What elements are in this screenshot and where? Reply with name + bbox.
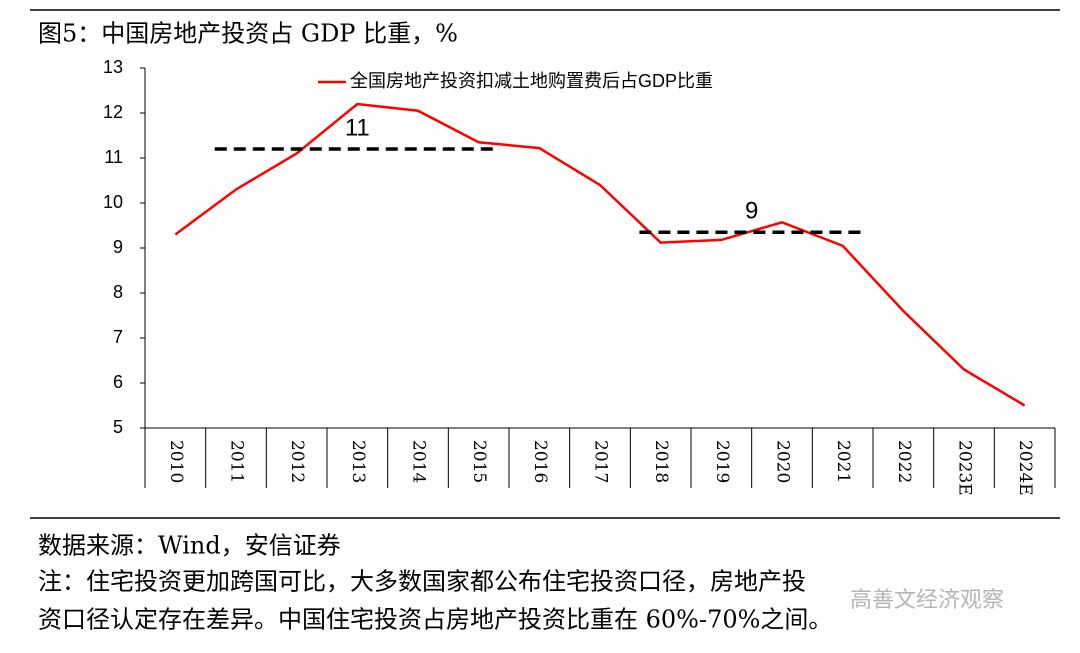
x-tick-label: 2014 — [409, 440, 429, 483]
x-tick-label: 2016 — [530, 440, 550, 483]
chart-title: 图5：中国房地产投资占 GDP 比重，% — [38, 20, 458, 48]
x-tick-label: 2012 — [287, 440, 307, 483]
reference-label: 9 — [745, 198, 758, 225]
y-tick-label: 13 — [103, 57, 123, 77]
x-tick-label: 2011 — [227, 440, 247, 483]
x-tick-label: 2023E — [955, 440, 975, 496]
reference-label: 11 — [345, 114, 370, 141]
y-tick-label: 11 — [104, 147, 123, 167]
y-tick-label: 6 — [113, 372, 123, 392]
y-tick-label: 7 — [113, 327, 123, 347]
source: 数据来源：Wind，安信证券 — [38, 532, 341, 560]
x-tick-label: 2015 — [469, 440, 489, 483]
y-tick-label: 10 — [103, 192, 123, 212]
y-tick-label: 12 — [103, 102, 123, 122]
x-tick-label: 2024E — [1015, 440, 1035, 496]
watermark: 高善文经济观察 — [850, 587, 1004, 612]
x-tick-label: 2020 — [773, 440, 793, 483]
x-tick-label: 2019 — [712, 440, 732, 483]
x-tick-label: 2013 — [348, 440, 368, 483]
x-tick-label: 2017 — [591, 440, 611, 483]
x-tick-label: 2021 — [833, 440, 853, 483]
y-tick-label: 9 — [113, 237, 123, 257]
x-tick-label: 2022 — [894, 440, 914, 483]
note-line: 资口径认定存在差异。中国住宅投资占房地产投资比重在 60%-70%之间。 — [38, 606, 832, 634]
x-tick-label: 2010 — [166, 440, 186, 483]
legend-label: 全国房地产投资扣减土地购置费后占GDP比重 — [350, 71, 713, 91]
data-line — [174, 102, 1026, 407]
y-tick-label: 5 — [113, 417, 123, 437]
x-tick-label: 2018 — [651, 440, 671, 483]
y-tick-label: 8 — [113, 282, 123, 302]
note-line: 注：住宅投资更加跨国可比，大多数国家都公布住宅投资口径，房地产投 — [38, 568, 806, 596]
